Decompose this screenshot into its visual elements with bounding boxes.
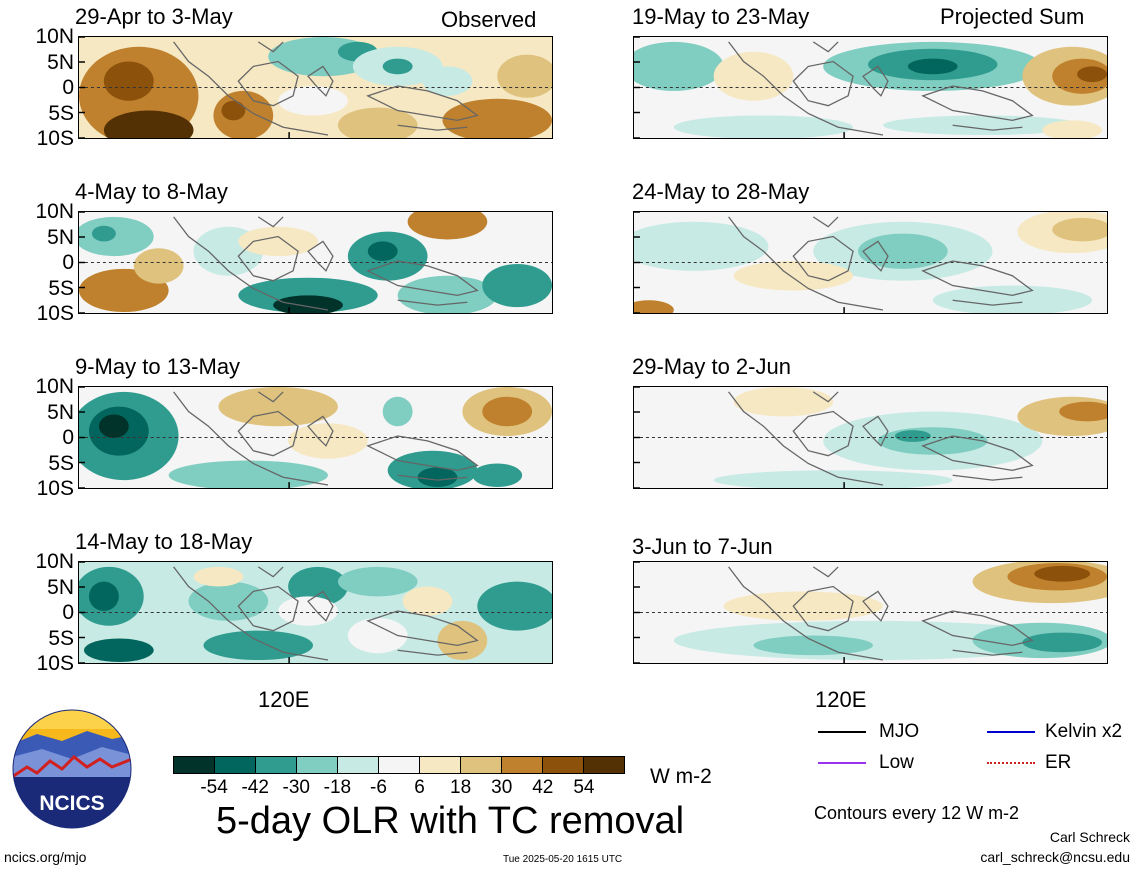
colorbar-tick-label: 18 bbox=[450, 777, 472, 798]
olr-map bbox=[78, 211, 553, 314]
colorbar-swatch bbox=[584, 757, 624, 773]
lat-tick-label: 10N bbox=[35, 550, 74, 573]
colorbar-tick-label: -6 bbox=[370, 777, 387, 798]
lat-tick-label: 10S bbox=[36, 477, 74, 500]
olr-field bbox=[79, 212, 552, 313]
colorbar-swatch bbox=[420, 757, 461, 773]
ncics-logo: NCICS bbox=[12, 709, 132, 829]
lat-tick-label: 10S bbox=[36, 302, 74, 325]
legend-label-mjo: MJO bbox=[879, 721, 920, 742]
panel-label-projected: Projected Sum bbox=[940, 4, 1085, 29]
panel-title: 3-Jun to 7-Jun bbox=[632, 534, 773, 559]
lat-tick-label: 10S bbox=[36, 127, 74, 150]
colorbar-swatch bbox=[461, 757, 502, 773]
colorbar-swatch bbox=[297, 757, 338, 773]
colorbar-tick-label: -30 bbox=[282, 777, 310, 798]
colorbar-swatch bbox=[502, 757, 543, 773]
legend-label-low: Low bbox=[879, 752, 914, 773]
panel-title: 29-May to 2-Jun bbox=[632, 354, 791, 379]
colorbar-tick-label: 30 bbox=[491, 777, 513, 798]
panel-title: 24-May to 28-May bbox=[632, 179, 810, 204]
lat-tick-label: 10N bbox=[35, 25, 74, 48]
colorbar-swatch bbox=[174, 757, 215, 773]
lat-tick-label: 5S bbox=[48, 276, 74, 300]
coastline bbox=[728, 216, 1034, 311]
colorbar bbox=[173, 756, 625, 774]
lat-tick-label: 5N bbox=[47, 225, 74, 249]
coastline bbox=[173, 216, 479, 311]
lat-tick-label: 0 bbox=[62, 251, 74, 274]
legend-line-er bbox=[987, 762, 1035, 764]
site-url[interactable]: ncics.org/mjo bbox=[4, 849, 87, 865]
main-title: 5-day OLR with TC removal bbox=[216, 800, 685, 842]
legend-line-kelvin bbox=[987, 731, 1035, 733]
olr-map bbox=[633, 211, 1108, 314]
lon-tick-right: 120E bbox=[815, 687, 867, 712]
panel-title: 14-May to 18-May bbox=[75, 529, 253, 554]
legend-line-mjo bbox=[818, 731, 866, 733]
olr-field bbox=[634, 562, 1107, 663]
olr-field bbox=[79, 37, 552, 138]
coastline bbox=[173, 41, 479, 136]
colorbar-swatch bbox=[379, 757, 420, 773]
lat-tick-label: 5S bbox=[48, 626, 74, 650]
coastline bbox=[728, 41, 1034, 136]
coastline bbox=[728, 566, 1034, 661]
lat-tick-label: 10N bbox=[35, 200, 74, 223]
lat-tick-label: 10S bbox=[36, 652, 74, 675]
colorbar-swatch bbox=[338, 757, 379, 773]
lat-tick-label: 5N bbox=[47, 50, 74, 74]
lat-tick-label: 5S bbox=[48, 101, 74, 125]
colorbar-swatch bbox=[256, 757, 297, 773]
colorbar-tick-label: -18 bbox=[323, 777, 352, 798]
colorbar-tick-label: 42 bbox=[532, 777, 554, 798]
author-email[interactable]: carl_schreck@ncsu.edu bbox=[980, 849, 1130, 865]
lat-tick-label: 0 bbox=[62, 426, 74, 449]
author-name: Carl Schreck bbox=[1049, 829, 1130, 845]
olr-field bbox=[634, 387, 1107, 488]
olr-map bbox=[633, 386, 1108, 489]
logo-text: NCICS bbox=[39, 792, 104, 815]
olr-field bbox=[79, 387, 552, 488]
legend-label-kelvin: Kelvin x2 bbox=[1045, 721, 1123, 742]
panel-title: 4-May to 8-May bbox=[75, 179, 228, 204]
colorbar-tick-label: -54 bbox=[200, 777, 228, 798]
lat-tick-label: 5S bbox=[48, 451, 74, 475]
colorbar-swatch bbox=[215, 757, 256, 773]
coastline bbox=[728, 391, 1034, 486]
contours-note: Contours every 12 W m-2 bbox=[814, 803, 1020, 823]
colorbar-tick-label: -42 bbox=[241, 777, 269, 798]
units-label: W m-2 bbox=[650, 765, 712, 788]
panel-title: 9-May to 13-May bbox=[75, 354, 241, 379]
timestamp: Tue 2025-05-20 1615 UTC bbox=[503, 854, 623, 865]
olr-field bbox=[79, 562, 552, 663]
lat-tick-label: 0 bbox=[62, 601, 74, 624]
panel-title: 19-May to 23-May bbox=[632, 4, 810, 29]
coastline bbox=[173, 566, 479, 661]
olr-map bbox=[78, 561, 553, 664]
olr-map bbox=[633, 561, 1108, 664]
olr-map bbox=[78, 36, 553, 139]
colorbar-swatch bbox=[543, 757, 584, 773]
legend-line-low bbox=[818, 762, 866, 764]
colorbar-tick-label: 6 bbox=[414, 777, 425, 798]
lat-tick-label: 5N bbox=[47, 400, 74, 424]
coastline bbox=[173, 391, 479, 486]
lon-tick-left: 120E bbox=[258, 687, 310, 712]
lat-tick-label: 0 bbox=[62, 76, 74, 99]
colorbar-tick-label: 54 bbox=[573, 777, 595, 798]
lat-tick-label: 5N bbox=[47, 575, 74, 599]
olr-field bbox=[634, 37, 1107, 138]
lat-tick-label: 10N bbox=[35, 375, 74, 398]
panel-title: 29-Apr to 3-May bbox=[75, 4, 233, 29]
olr-map bbox=[78, 386, 553, 489]
legend-label-er: ER bbox=[1045, 752, 1072, 773]
olr-map bbox=[633, 36, 1108, 139]
panel-label-observed: Observed bbox=[441, 7, 537, 32]
olr-field bbox=[634, 212, 1107, 313]
